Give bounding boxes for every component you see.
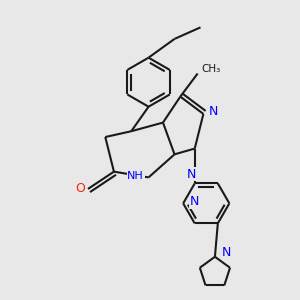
Text: NH: NH [127,171,144,181]
Text: N: N [187,168,196,181]
Text: N: N [222,246,231,259]
Text: CH₃: CH₃ [201,64,220,74]
Text: O: O [75,182,85,196]
Text: N: N [209,104,218,118]
Text: N: N [190,195,199,208]
